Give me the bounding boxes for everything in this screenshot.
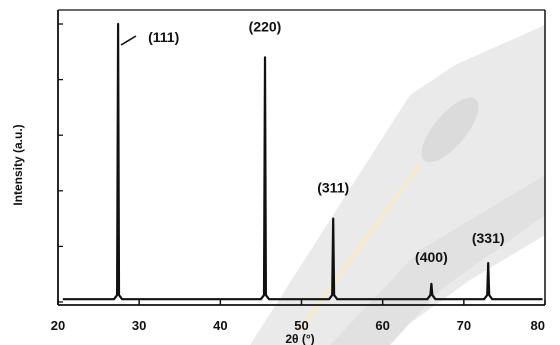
peak-label: (311) — [317, 180, 349, 196]
pattern-line — [62, 22, 543, 301]
x-axis-ticks: 20 30 40 50 60 70 80 — [51, 300, 546, 333]
peak-label: (400) — [415, 249, 448, 265]
watermark — [250, 25, 545, 345]
watermark-blob — [421, 97, 479, 163]
watermark-band — [330, 175, 545, 345]
pattern-series — [62, 22, 543, 301]
x-tick-label: 80 — [531, 318, 545, 333]
x-tick-label: 60 — [375, 318, 389, 333]
y-axis-ticks — [58, 23, 63, 303]
x-tick-label: 30 — [132, 318, 146, 333]
x-tick-label: 50 — [294, 318, 308, 333]
peak-label-leader-111 — [120, 35, 137, 46]
y-axis-title: Intensity (a.u.) — [11, 124, 25, 205]
peak-labels: (111) (220) (311) (400) (331) — [148, 18, 505, 265]
x-tick-label: 40 — [213, 318, 227, 333]
x-tick-label: 20 — [51, 318, 65, 333]
peak-label: (111) — [148, 29, 179, 45]
peak-label: (220) — [249, 18, 282, 34]
x-axis-title: 2θ (°) — [285, 332, 314, 345]
peak-label: (331) — [472, 230, 505, 246]
x-tick-label: 70 — [457, 318, 471, 333]
watermark-stroke — [298, 163, 422, 332]
